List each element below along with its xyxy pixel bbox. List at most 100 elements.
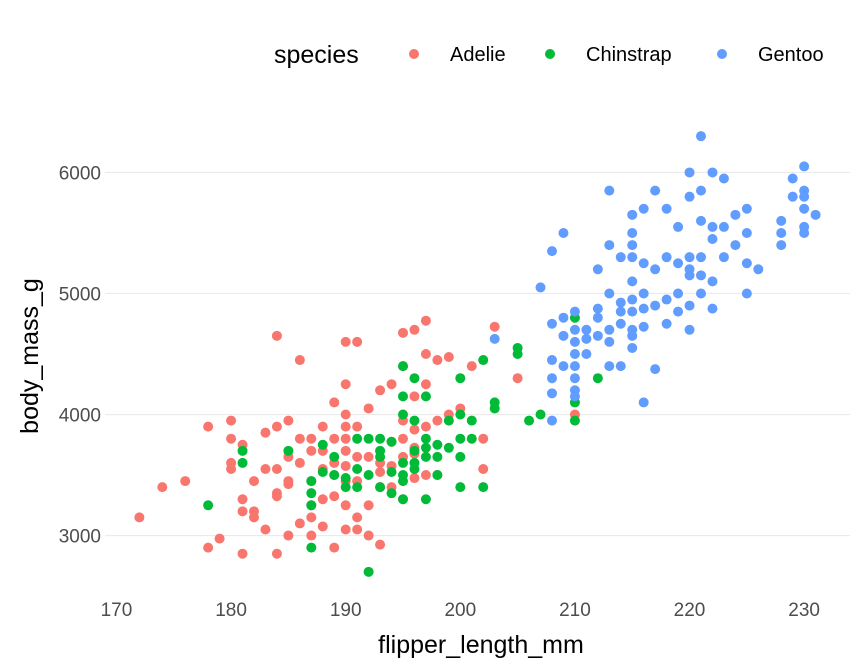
data-point xyxy=(409,457,420,468)
x-tick-label: 180 xyxy=(215,600,247,621)
data-point xyxy=(363,500,374,511)
data-point xyxy=(569,415,580,426)
data-point xyxy=(524,415,535,426)
data-point xyxy=(661,294,672,305)
data-point xyxy=(409,424,420,435)
data-point xyxy=(398,470,408,481)
legend-key-adelie xyxy=(409,49,419,59)
data-points xyxy=(134,131,821,577)
data-point xyxy=(547,355,557,366)
data-point xyxy=(363,530,374,541)
data-point xyxy=(271,548,282,559)
data-point xyxy=(604,240,615,251)
data-point xyxy=(696,252,706,263)
data-point xyxy=(432,415,443,426)
data-point xyxy=(776,227,787,238)
data-point xyxy=(707,276,718,287)
data-point xyxy=(340,409,351,420)
data-point xyxy=(627,294,638,305)
x-tick-label: 210 xyxy=(559,600,591,621)
data-point xyxy=(547,415,557,426)
data-point xyxy=(271,330,282,341)
data-point xyxy=(420,433,431,444)
data-point xyxy=(730,240,741,251)
data-point xyxy=(661,318,672,329)
data-point xyxy=(420,315,431,326)
data-point xyxy=(604,185,615,196)
data-point xyxy=(627,252,638,263)
data-point xyxy=(398,327,408,338)
data-point xyxy=(340,500,351,511)
data-point xyxy=(443,415,454,426)
x-tick-label: 220 xyxy=(674,600,706,621)
x-axis-title: flipper_length_mm xyxy=(378,631,584,659)
data-point xyxy=(226,415,237,426)
data-point xyxy=(558,227,569,238)
data-point xyxy=(283,445,294,456)
data-point xyxy=(627,276,638,287)
data-point xyxy=(650,300,661,311)
data-point xyxy=(271,491,282,502)
data-point xyxy=(799,203,810,214)
data-point xyxy=(707,221,718,232)
data-point xyxy=(409,324,420,335)
data-point xyxy=(260,463,271,474)
data-point xyxy=(684,324,695,335)
data-point xyxy=(420,470,431,481)
data-point xyxy=(684,300,695,311)
data-point xyxy=(420,349,431,359)
data-point xyxy=(604,324,615,335)
data-point xyxy=(352,524,363,535)
data-point xyxy=(237,506,248,517)
x-tick-label: 230 xyxy=(788,600,820,621)
data-point xyxy=(375,482,386,493)
data-point xyxy=(432,355,443,366)
data-point xyxy=(352,512,363,523)
data-point xyxy=(673,306,684,317)
data-point xyxy=(592,373,603,384)
legend-label-gentoo: Gentoo xyxy=(758,44,824,66)
data-point xyxy=(306,512,317,523)
data-point xyxy=(684,270,695,281)
data-point xyxy=(581,333,592,344)
data-point xyxy=(673,288,684,299)
series-adelie xyxy=(134,315,580,559)
data-point xyxy=(226,433,237,444)
data-point xyxy=(409,373,420,384)
y-tick-label: 5000 xyxy=(59,284,101,305)
data-point xyxy=(375,385,386,396)
data-point xyxy=(569,391,580,402)
legend-key-gentoo xyxy=(717,49,727,59)
data-point xyxy=(535,282,546,293)
data-point xyxy=(696,131,706,142)
y-tick-label: 6000 xyxy=(59,163,101,184)
data-point xyxy=(547,318,557,329)
data-point xyxy=(306,500,317,511)
data-point xyxy=(306,476,317,487)
data-point xyxy=(569,361,580,372)
data-point xyxy=(214,533,225,544)
data-point xyxy=(638,303,649,314)
data-point xyxy=(535,409,546,420)
data-point xyxy=(420,494,431,505)
data-point xyxy=(260,524,271,535)
data-point xyxy=(741,203,752,214)
data-point xyxy=(340,421,351,432)
data-point xyxy=(581,349,592,359)
data-point xyxy=(237,457,248,468)
data-point xyxy=(271,421,282,432)
data-point xyxy=(329,542,340,553)
data-point xyxy=(317,439,328,450)
data-point xyxy=(466,361,477,372)
data-point xyxy=(650,185,661,196)
data-point xyxy=(329,470,340,481)
data-point xyxy=(455,409,466,420)
data-point xyxy=(673,258,684,269)
data-point xyxy=(420,421,431,432)
data-point xyxy=(776,240,787,251)
data-point xyxy=(134,512,145,523)
data-point xyxy=(455,451,466,462)
data-point xyxy=(627,227,638,238)
data-point xyxy=(375,539,386,550)
